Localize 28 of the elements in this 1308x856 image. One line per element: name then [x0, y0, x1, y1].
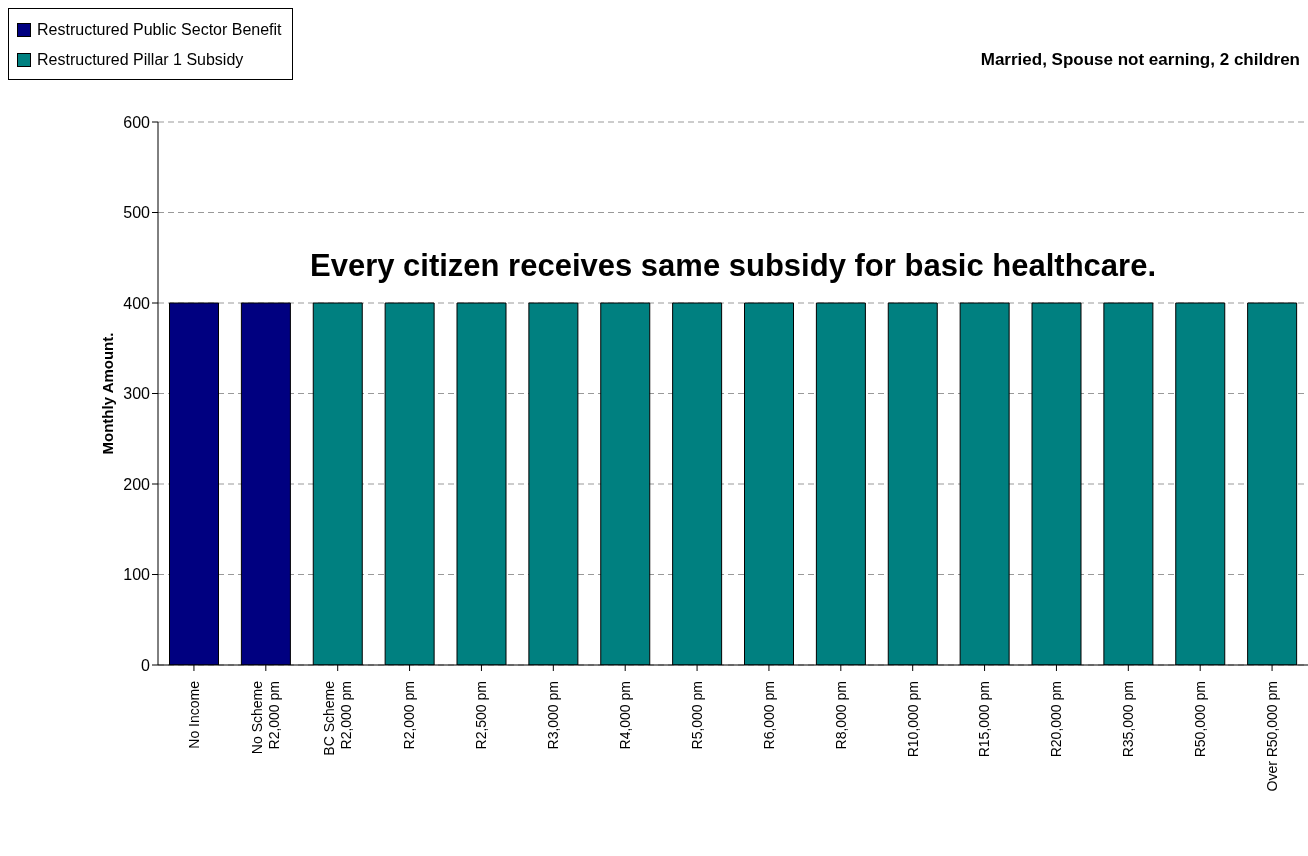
x-tick-label: R15,000 pm — [976, 681, 993, 758]
y-tick-label: 400 — [123, 294, 151, 312]
legend-label: Restructured Public Sector Benefit — [37, 21, 282, 39]
x-tick-label: R35,000 pm — [1120, 681, 1137, 758]
x-tick-label: Over R50,000 pm — [1263, 681, 1280, 792]
x-tick-label: No Income — [185, 680, 202, 749]
x-tick-label: R50,000 pm — [1192, 681, 1209, 758]
x-tick-label: R6,000 pm — [760, 681, 777, 750]
y-tick-label: 300 — [123, 385, 151, 403]
x-tick-label: BC Scheme R2,000 pm — [321, 680, 354, 756]
y-tick-label: 600 — [123, 113, 151, 131]
x-tick-label: R2,000 pm — [401, 681, 418, 750]
x-tick-label: No Scheme R2,000 pm — [249, 680, 283, 755]
x-tick-label: R20,000 pm — [1048, 681, 1065, 758]
chart-title: Married, Spouse not earning, 2 children — [980, 50, 1300, 70]
y-tick-label: 500 — [123, 204, 151, 222]
legend-label: Restructured Pillar 1 Subsidy — [37, 51, 244, 69]
y-tick-label: 200 — [123, 475, 151, 493]
x-tick-label: R10,000 pm — [904, 681, 921, 758]
annotation: Every citizen receives same subsidy for basic healthcare. — [308, 248, 1158, 284]
x-tick-label: R4,000 pm — [617, 681, 634, 750]
x-tick-label: R8,000 pm — [832, 681, 849, 750]
y-tick-label: 0 — [141, 656, 151, 674]
x-tick-label: R3,000 pm — [545, 681, 562, 750]
x-tick-label: R5,000 pm — [688, 681, 705, 750]
y-tick-label: 100 — [123, 566, 151, 584]
y-axis-title: Monthly Amount. — [99, 332, 117, 455]
x-tick-label: R2,500 pm — [473, 681, 490, 750]
